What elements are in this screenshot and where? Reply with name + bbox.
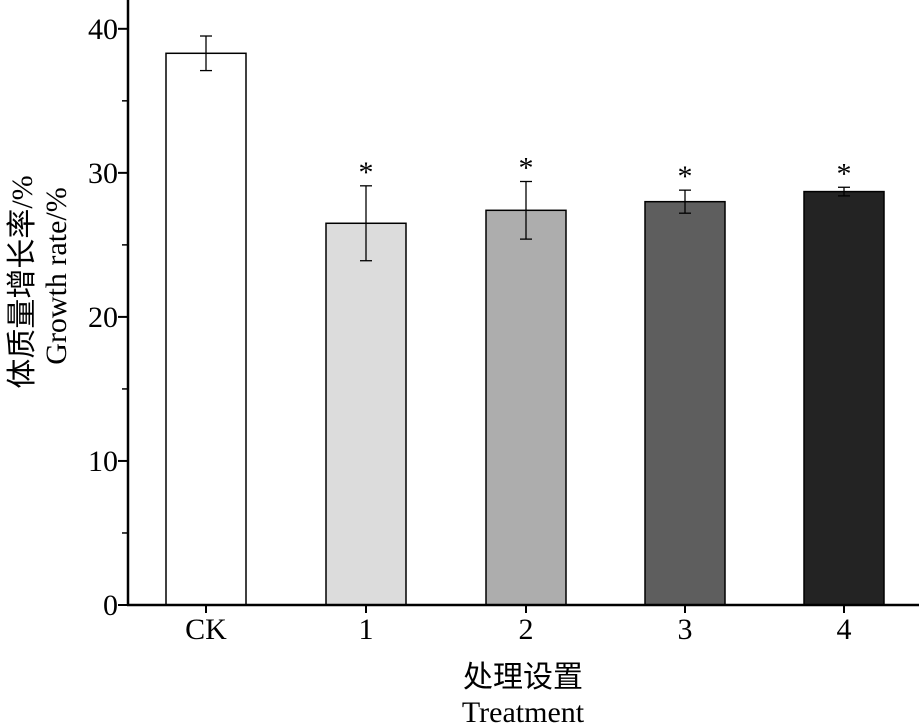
y-axis-title-english: Growth rate/% <box>40 187 73 364</box>
x-ticks: CK 1 2 3 4 <box>185 605 852 646</box>
x-tick-label: 2 <box>519 613 534 646</box>
y-tick-label: 10 <box>88 445 118 478</box>
y-tick-label: 40 <box>88 13 118 46</box>
bar-1 <box>325 222 407 606</box>
x-tick-label: CK <box>185 613 227 646</box>
x-axis-title-english: Treatment <box>462 696 585 724</box>
bars-layer <box>165 52 885 606</box>
significance-mark-3: * <box>678 160 693 193</box>
x-tick-label: 3 <box>678 613 693 646</box>
significance-mark-2: * <box>519 152 534 185</box>
significance-mark-1: * <box>359 156 374 189</box>
x-axis-title-chinese: 处理设置 <box>463 661 583 694</box>
y-axis-title-chinese: 体质量增长率/% <box>6 175 39 388</box>
significance-layer: * * * * <box>359 152 852 194</box>
significance-mark-4: * <box>837 157 852 190</box>
y-tick-label: 20 <box>88 301 118 334</box>
x-tick-label: 1 <box>359 613 374 646</box>
bar-3 <box>644 200 726 606</box>
x-tick-label: 4 <box>837 613 852 646</box>
y-tick-label: 30 <box>88 157 118 190</box>
error-bars-layer <box>200 35 850 262</box>
bar-CK <box>165 52 247 606</box>
y-ticks: 0 10 20 30 40 <box>88 13 128 622</box>
bar-4 <box>803 190 885 606</box>
y-tick-label: 0 <box>103 589 118 622</box>
bar-2 <box>485 209 567 606</box>
